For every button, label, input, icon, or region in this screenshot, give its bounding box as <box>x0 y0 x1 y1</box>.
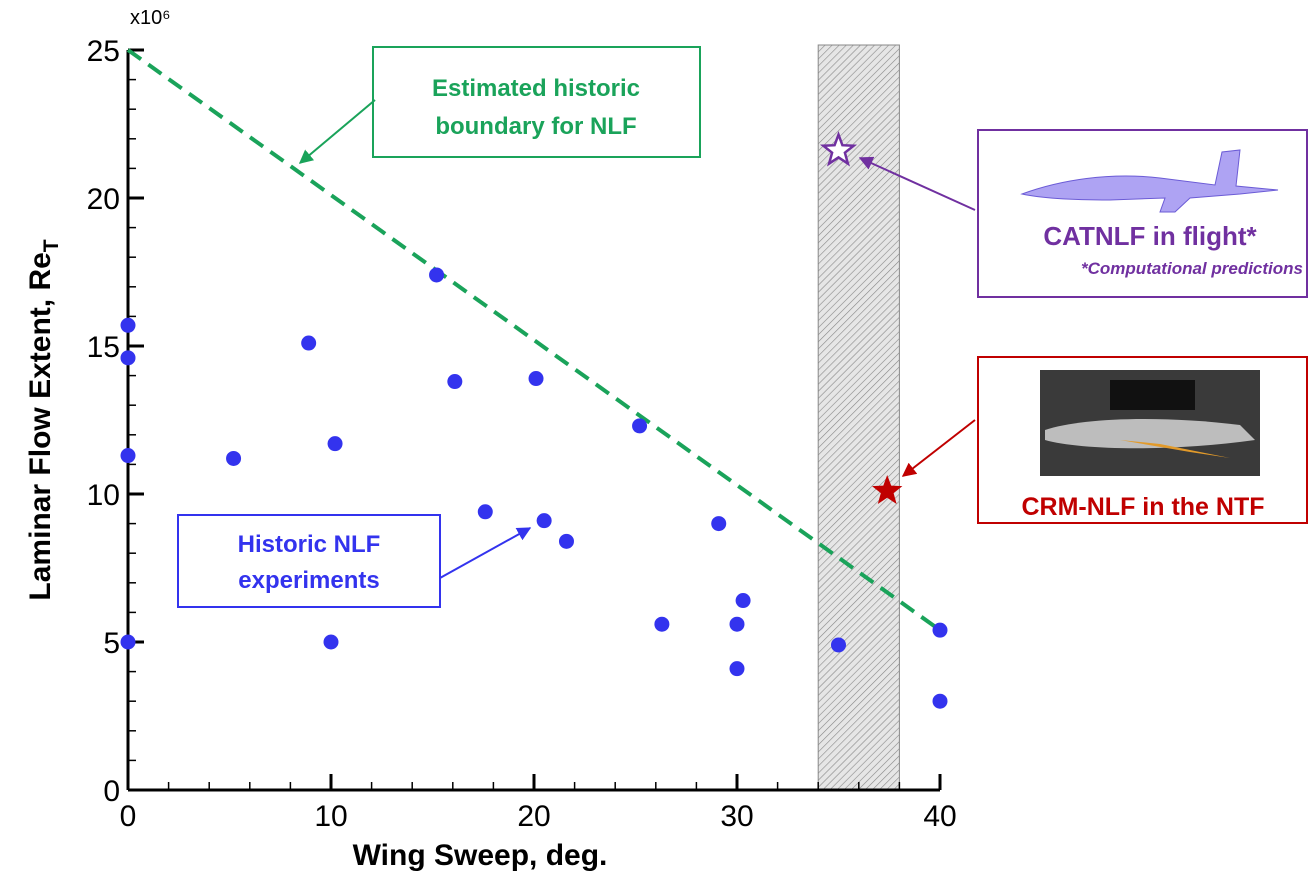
x-axis-label: Wing Sweep, deg. <box>353 839 608 872</box>
boundary-line <box>126 48 942 632</box>
data-point <box>477 504 493 520</box>
annotation-note: *Computational predictions <box>1081 259 1303 278</box>
annotation-text: CATNLF in flight* <box>1043 221 1257 251</box>
annotation-box <box>372 46 701 158</box>
y-multiplier: x10⁶ <box>130 7 170 29</box>
y-axis-label: Laminar Flow Extent, ReT <box>24 239 63 600</box>
data-point <box>654 616 670 632</box>
data-point <box>536 513 552 529</box>
data-point <box>447 374 463 390</box>
arrow <box>858 156 976 211</box>
annotation-box <box>177 514 441 608</box>
y-tick-label: 15 <box>87 331 120 364</box>
data-point <box>120 317 136 333</box>
data-point <box>120 350 136 366</box>
data-point <box>711 516 727 532</box>
x-tick-label: 40 <box>923 800 956 833</box>
data-point <box>301 335 317 351</box>
data-point <box>558 533 574 549</box>
y-tick-label: 0 <box>103 775 120 808</box>
data-point <box>120 634 136 650</box>
y-axis-label-sub: T <box>40 239 63 252</box>
annotation-text: boundary for NLF <box>435 113 636 140</box>
annotation-text: Estimated historic <box>432 75 640 102</box>
crm-annotation: CRM-NLF in the NTF <box>901 356 1308 524</box>
arrow <box>901 419 976 477</box>
data-point <box>323 634 339 650</box>
data-point <box>932 622 948 638</box>
data-point <box>729 661 745 677</box>
y-tick-label: 5 <box>103 627 120 660</box>
x-tick-label: 20 <box>517 800 550 833</box>
y-tick-label: 25 <box>87 35 120 68</box>
catnlf-annotation: CATNLF in flight* *Computational predict… <box>858 129 1308 298</box>
tunnel-photo <box>1040 370 1260 476</box>
data-point <box>226 450 242 466</box>
data-point <box>327 436 343 452</box>
annotation-text: experiments <box>238 567 379 594</box>
data-point <box>735 593 751 609</box>
x-tick-label: 10 <box>314 800 347 833</box>
arrow <box>439 527 532 579</box>
y-tick-label: 10 <box>87 479 120 512</box>
y-tick-label: 20 <box>87 183 120 216</box>
historic-annotation: Historic NLF experiments <box>177 514 532 608</box>
annotation-text: Historic NLF <box>238 531 381 558</box>
data-point <box>632 418 648 434</box>
data-point <box>932 693 948 709</box>
data-point <box>120 448 136 464</box>
annotation-box <box>977 129 1308 298</box>
data-point <box>429 267 445 283</box>
data-point <box>819 130 858 167</box>
airplane-image <box>1020 149 1279 213</box>
arrow <box>298 99 376 164</box>
x-tick-label: 30 <box>720 800 753 833</box>
annotation-text: CRM-NLF in the NTF <box>1021 493 1264 521</box>
y-axis-label-main: Laminar Flow Extent, Re <box>24 252 57 600</box>
data-point <box>872 475 903 504</box>
data-point <box>528 371 544 387</box>
data-point <box>729 616 745 632</box>
data-point <box>831 637 846 653</box>
boundary-annotation: Estimated historic boundary for NLF <box>298 46 701 164</box>
x-tick-label: 0 <box>120 800 137 833</box>
